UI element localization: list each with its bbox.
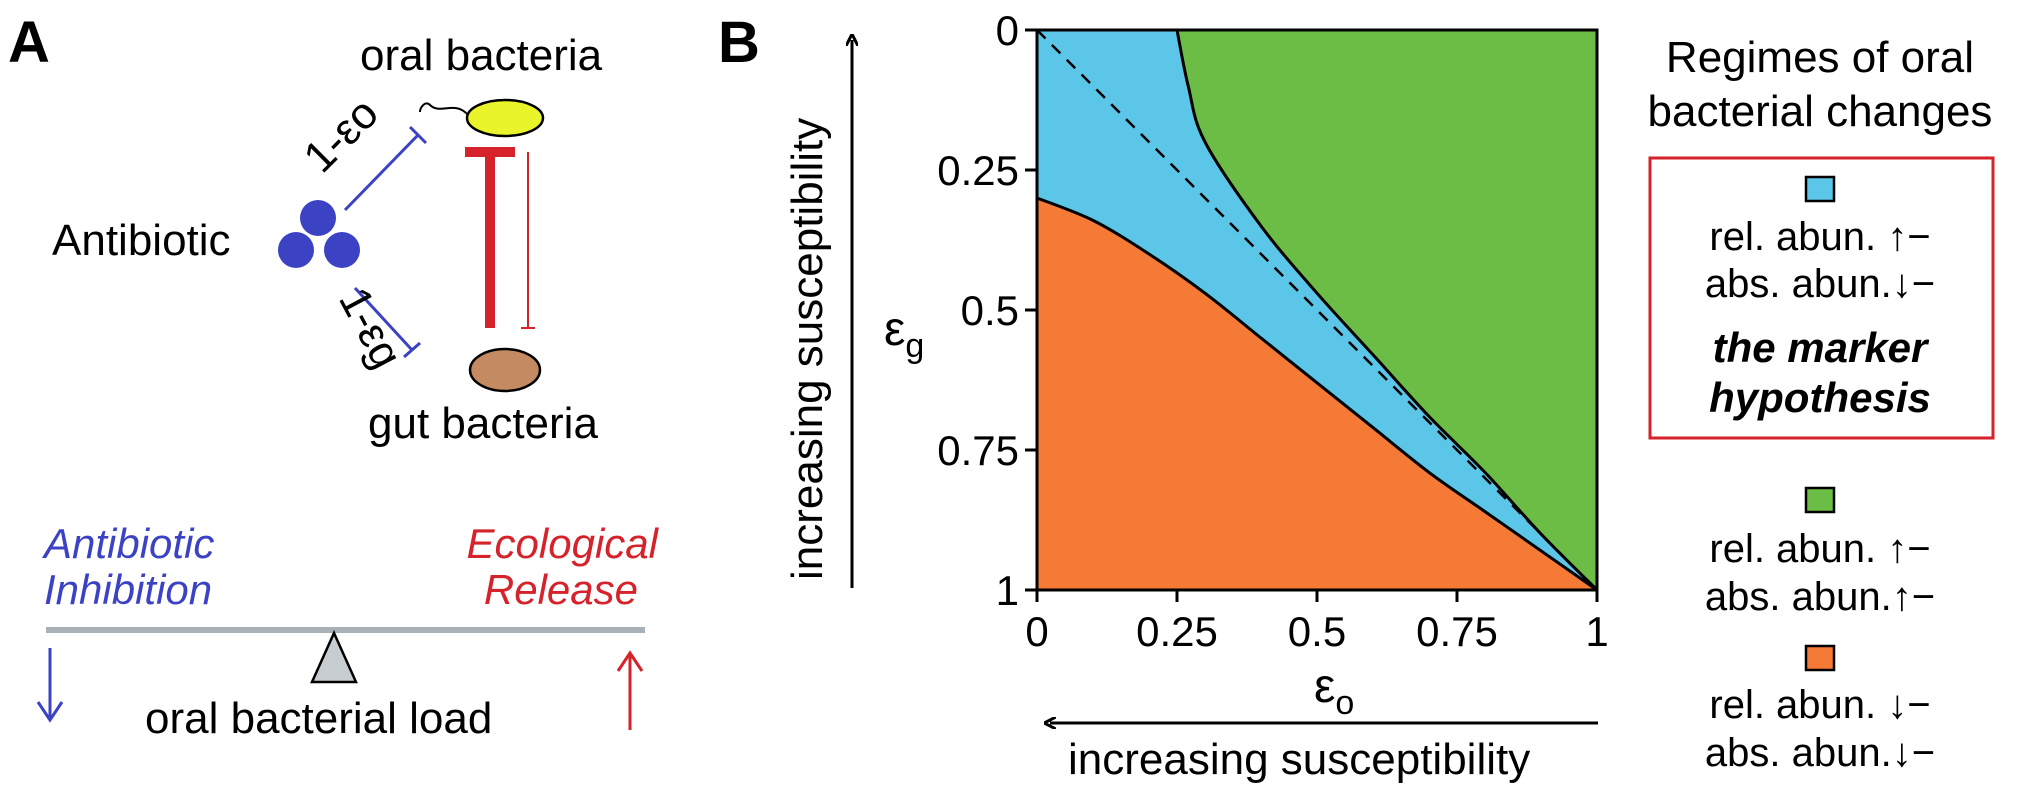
- oral-load-label: oral bacterial load: [145, 694, 492, 743]
- blue-green-boundary: [1175, 29, 1599, 592]
- panel-a: A oral bacteria gut bacteria Antibiotic: [8, 10, 660, 743]
- gut-inhibits-oral-bar: [465, 147, 515, 328]
- legend-green-line2: abs. abun.↑−: [1705, 575, 1935, 619]
- y-tick-label: 0.5: [961, 287, 1019, 334]
- x-arrow-label: increasing susceptibility: [1068, 735, 1530, 784]
- oral-inhibition-line: [343, 125, 428, 212]
- antibiotic-inhibition-line1: Antibiotic: [41, 520, 214, 567]
- oral-inhibits-gut-bar: [521, 152, 535, 329]
- gut-bacteria-label: gut bacteria: [368, 399, 598, 448]
- marker-hypothesis-box: [1648, 156, 1995, 440]
- panel-b-label: B: [718, 10, 760, 75]
- panel-b: B increasing susceptibility εg 0 0.25 0.5 0…: [718, 7, 1609, 784]
- ecological-release-line1: Ecological: [467, 520, 660, 567]
- legend-blue-line1: rel. abun. ↑−: [1709, 215, 1930, 259]
- legend-title-line1: Regimes of oral: [1666, 33, 1974, 82]
- legend-orange-line1: rel. abun. ↓−: [1709, 683, 1930, 727]
- y-axis-label: εg: [884, 303, 924, 365]
- up-arrow-icon: [616, 650, 644, 730]
- legend-green-line1: rel. abun. ↑−: [1709, 527, 1930, 571]
- x-tick-label: 1: [1585, 608, 1608, 655]
- gut-bacterium-icon: [468, 347, 542, 393]
- edge-gut-label: 1-εg: [329, 280, 411, 376]
- x-axis-label: εo: [1314, 660, 1354, 722]
- diagonal-reference-line: [1036, 29, 1598, 591]
- oral-bacterium-icon: [419, 98, 545, 138]
- y-tick-label: 1: [996, 567, 1019, 614]
- legend-title-line2: bacterial changes: [1648, 87, 1993, 136]
- marker-hypothesis-line2: hypothesis: [1709, 374, 1931, 421]
- x-tick-label: 0.25: [1136, 608, 1218, 655]
- antibiotic-inhibition-line2: Inhibition: [44, 566, 212, 613]
- legend-swatch-orange: [1804, 644, 1836, 672]
- plot-area: 0 0.25 0.5 0.75 1 0 0.25 0.5 0.75 1: [937, 7, 1608, 655]
- y-tick-label: 0.75: [937, 427, 1019, 474]
- down-arrow-icon: [36, 648, 64, 723]
- x-ticks: 0 0.25 0.5 0.75 1: [1025, 590, 1609, 655]
- antibiotic-molecules-icon: [278, 200, 360, 268]
- x-tick-label: 0.5: [1288, 608, 1346, 655]
- edge-oral-label: 1-εo: [294, 89, 387, 182]
- orange-blue-boundary: [1036, 196, 1598, 592]
- legend-swatch-blue: [1804, 175, 1836, 203]
- orange-region: [1037, 198, 1597, 590]
- fulcrum-icon: [310, 629, 358, 684]
- ecological-release-line2: Release: [484, 566, 638, 613]
- y-ticks: 0 0.25 0.5 0.75 1: [937, 7, 1037, 614]
- legend-orange-line2: abs. abun.↓−: [1705, 731, 1935, 775]
- y-tick-label: 0.25: [937, 147, 1019, 194]
- panel-a-label: A: [8, 10, 50, 75]
- marker-hypothesis-line1: the marker: [1713, 324, 1930, 371]
- oral-bacteria-label: oral bacteria: [360, 31, 603, 80]
- legend-blue-line2: abs. abun.↓−: [1705, 262, 1935, 306]
- y-arrow-label: increasing susceptibility: [783, 118, 832, 580]
- x-tick-label: 0.75: [1416, 608, 1498, 655]
- y-tick-label: 0: [996, 7, 1019, 54]
- legend: Regimes of oral bacterial changes rel. a…: [1648, 33, 1995, 775]
- antibiotic-label: Antibiotic: [52, 216, 231, 265]
- gut-inhibition-line: [353, 286, 421, 359]
- legend-swatch-green: [1804, 486, 1836, 514]
- x-tick-label: 0: [1025, 608, 1048, 655]
